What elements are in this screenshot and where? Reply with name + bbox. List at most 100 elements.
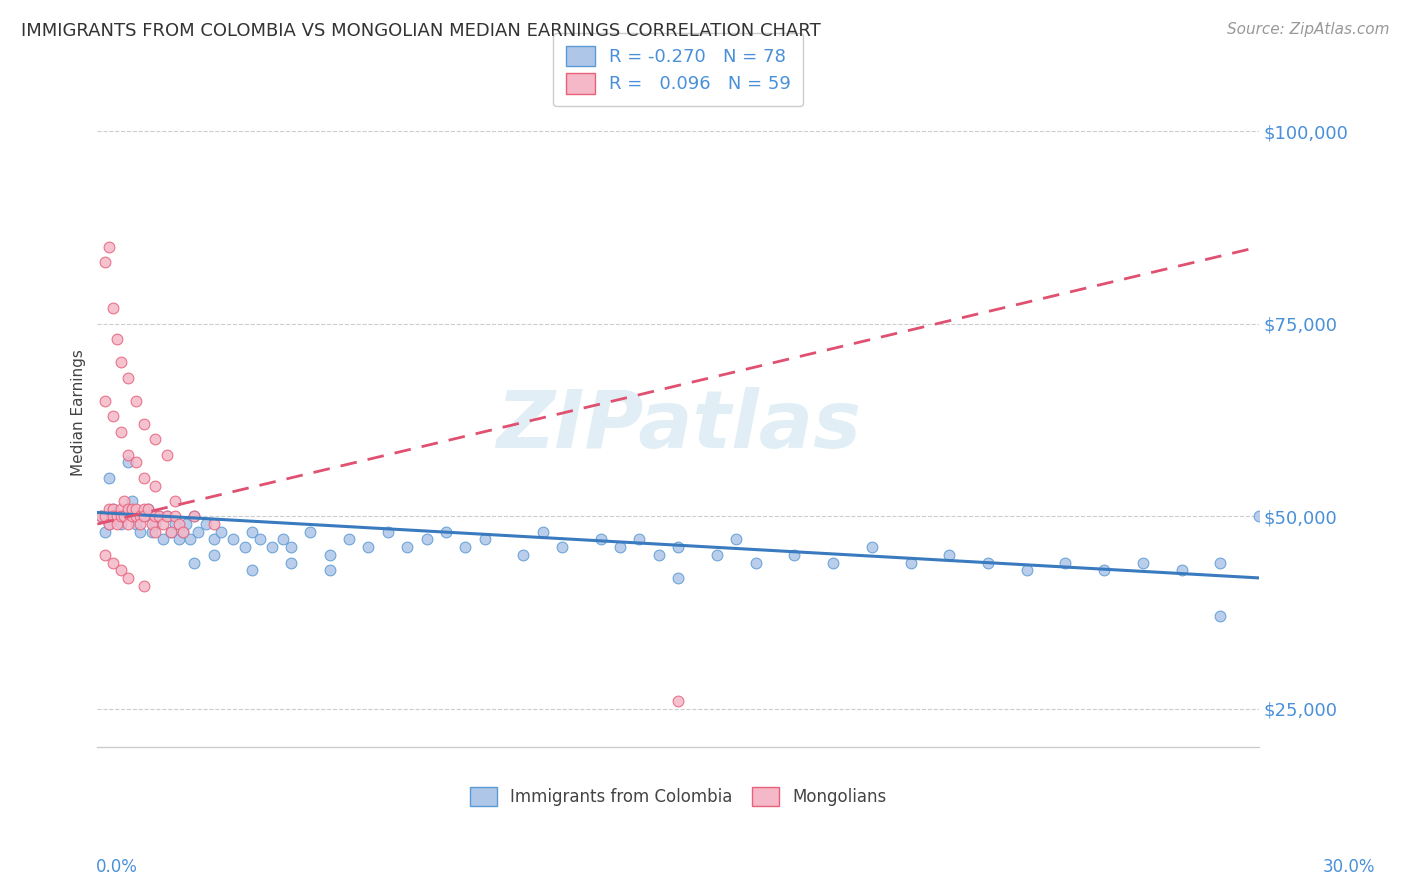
Point (156, 509, 179, 524)
Point (271, 533, 294, 547)
Point (117, 501, 139, 516)
Point (101, 501, 124, 516)
Point (94, 509, 117, 524)
Point (209, 524, 232, 539)
Point (152, 533, 174, 547)
Point (136, 501, 159, 516)
Point (666, 540, 689, 554)
Point (132, 579, 155, 593)
Point (90, 509, 112, 524)
Point (110, 501, 132, 516)
Point (98, 516, 121, 531)
Point (148, 509, 170, 524)
Point (706, 548, 728, 562)
Point (202, 548, 225, 562)
Point (121, 501, 143, 516)
Point (179, 533, 201, 547)
Point (121, 494, 143, 508)
Point (318, 548, 340, 562)
Point (156, 448, 179, 462)
Point (938, 548, 960, 562)
Point (666, 694, 689, 708)
Point (167, 516, 190, 531)
Point (202, 533, 225, 547)
Point (145, 509, 167, 524)
Point (110, 425, 132, 439)
Text: IMMIGRANTS FROM COLOMBIA VS MONGOLIAN MEDIAN EARNINGS CORRELATION CHART: IMMIGRANTS FROM COLOMBIA VS MONGOLIAN ME… (21, 22, 821, 40)
Point (101, 509, 124, 524)
Point (117, 571, 139, 585)
Text: ZIPatlas: ZIPatlas (496, 387, 860, 465)
Point (110, 516, 132, 531)
Point (628, 533, 651, 547)
Point (114, 509, 136, 524)
Point (1170, 563, 1192, 577)
Point (145, 516, 167, 531)
Point (114, 494, 136, 508)
Point (1092, 563, 1115, 577)
Point (105, 509, 128, 524)
Point (105, 332, 128, 346)
Point (98, 501, 121, 516)
Point (609, 540, 631, 554)
Text: 0.0%: 0.0% (96, 858, 138, 876)
Point (183, 556, 205, 570)
Point (129, 516, 152, 531)
Point (156, 509, 179, 524)
Point (194, 516, 217, 531)
Point (648, 548, 671, 562)
Point (357, 540, 380, 554)
Point (98, 240, 121, 254)
Point (280, 556, 302, 570)
Point (110, 509, 132, 524)
Point (1054, 556, 1077, 570)
Point (117, 370, 139, 384)
Point (163, 516, 186, 531)
Point (377, 524, 399, 539)
Point (101, 501, 124, 516)
Point (125, 516, 148, 531)
Point (117, 448, 139, 462)
Point (101, 301, 124, 316)
Point (434, 524, 457, 539)
Point (125, 455, 148, 469)
Point (145, 524, 167, 539)
Point (725, 533, 748, 547)
Point (98, 516, 121, 531)
Point (1015, 563, 1038, 577)
Point (396, 540, 419, 554)
Legend: Immigrants from Colombia, Mongolians: Immigrants from Colombia, Mongolians (463, 780, 893, 813)
Point (415, 533, 437, 547)
Point (94, 393, 117, 408)
Point (94, 524, 117, 539)
Point (163, 494, 186, 508)
Point (1209, 609, 1232, 624)
Point (94, 548, 117, 562)
Point (129, 524, 152, 539)
Point (299, 524, 322, 539)
Point (125, 509, 148, 524)
Point (744, 556, 766, 570)
Point (280, 540, 302, 554)
Point (125, 393, 148, 408)
Point (240, 563, 263, 577)
Point (90, 509, 112, 524)
Point (163, 509, 186, 524)
Point (240, 524, 263, 539)
Point (132, 501, 155, 516)
Point (1209, 556, 1232, 570)
Point (160, 524, 183, 539)
Point (129, 509, 152, 524)
Point (187, 524, 209, 539)
Point (105, 516, 128, 531)
Point (860, 540, 883, 554)
Point (222, 533, 245, 547)
Point (202, 516, 225, 531)
Point (132, 509, 155, 524)
Point (176, 516, 198, 531)
Point (589, 533, 612, 547)
Point (260, 540, 283, 554)
Point (160, 524, 183, 539)
Y-axis label: Median Earnings: Median Earnings (72, 349, 86, 475)
Point (233, 540, 256, 554)
